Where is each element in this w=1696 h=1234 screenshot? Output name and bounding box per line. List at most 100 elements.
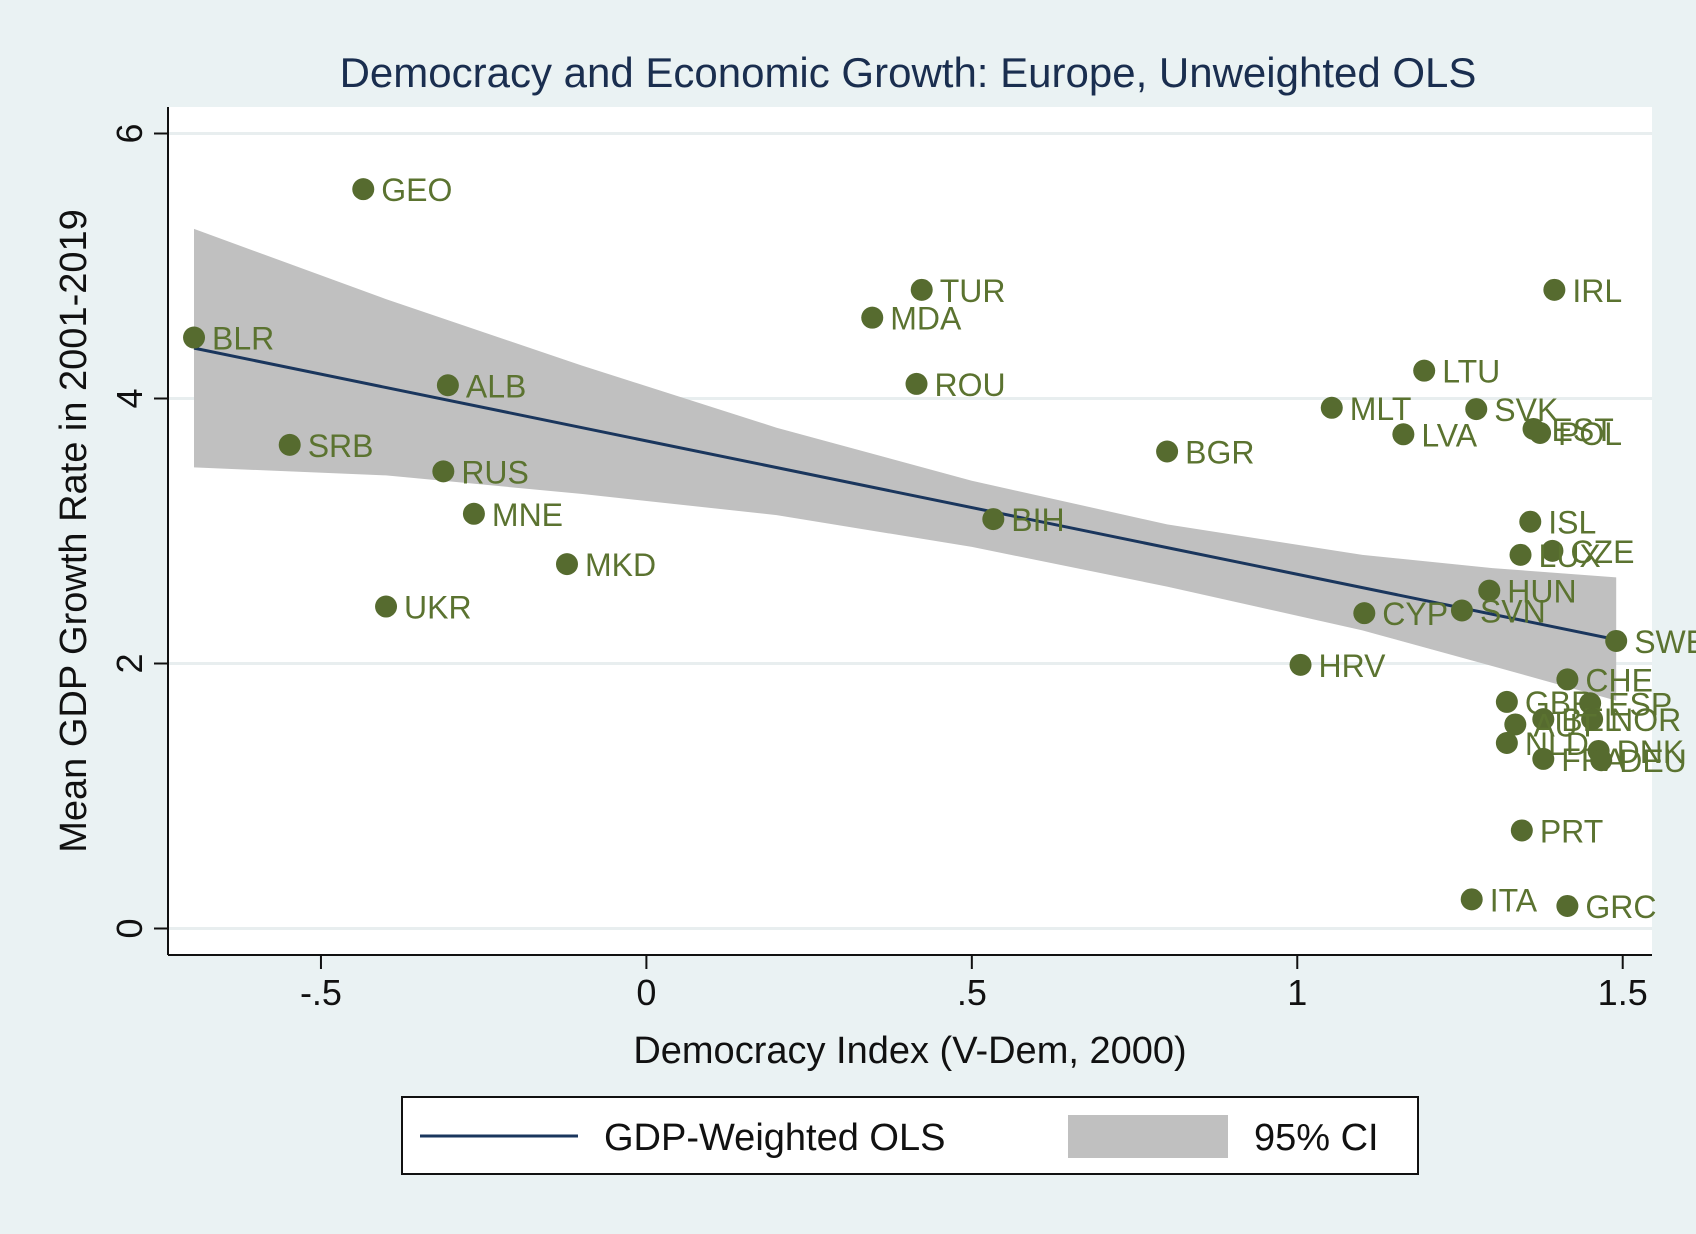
point-marker <box>1529 421 1552 444</box>
point-marker <box>1465 398 1488 421</box>
point-marker <box>861 306 884 329</box>
point-marker <box>1581 708 1604 731</box>
point-label: TUR <box>940 273 1006 309</box>
point-marker <box>278 433 301 456</box>
grid-lines <box>168 132 1652 930</box>
point-marker <box>432 460 455 483</box>
legend-ci-label: 95% CI <box>1254 1117 1379 1159</box>
point-label: SRB <box>308 428 374 464</box>
data-point-che: CHE <box>1556 662 1653 698</box>
data-point-blr: BLR <box>183 321 274 357</box>
fit-line-layer <box>193 346 1617 642</box>
point-marker <box>1392 423 1415 446</box>
data-point-alb: ALB <box>436 368 526 404</box>
point-marker <box>1519 510 1542 533</box>
legend: GDP-Weighted OLS 95% CI <box>401 1096 1419 1175</box>
point-label: BGR <box>1185 435 1254 471</box>
chart-title: Democracy and Economic Growth: Europe, U… <box>340 49 1477 96</box>
point-label: RUS <box>461 454 529 490</box>
point-label: POL <box>1558 416 1622 452</box>
point-marker <box>375 595 398 618</box>
x-axis-title: Democracy Index (V-Dem, 2000) <box>633 1030 1186 1072</box>
legend-ci-swatch <box>1068 1115 1228 1158</box>
point-marker <box>352 178 375 201</box>
x-tick-label-0: -.5 <box>300 972 342 1013</box>
data-point-bgr: BGR <box>1156 435 1254 471</box>
point-label: MDA <box>890 301 962 337</box>
point-label: BIH <box>1011 502 1064 538</box>
data-point-mne: MNE <box>462 497 563 533</box>
data-point-isl: ISL <box>1519 505 1596 541</box>
point-label: EST <box>1552 412 1614 448</box>
data-point-rus: RUS <box>432 454 529 490</box>
data-point-lux: LUX <box>1509 538 1601 574</box>
point-label: GEO <box>381 172 452 208</box>
point-marker <box>1495 690 1518 713</box>
point-label: AUT <box>1533 707 1597 743</box>
data-point-geo: GEO <box>352 172 452 208</box>
point-label: LVA <box>1421 417 1477 453</box>
data-point-ita: ITA <box>1460 882 1538 918</box>
point-label: PRT <box>1540 813 1603 849</box>
point-marker <box>1289 653 1312 676</box>
data-point-tur: TUR <box>910 273 1006 309</box>
point-label: LUX <box>1539 538 1601 574</box>
point-label: DNK <box>1617 734 1685 770</box>
y-axis-title: Mean GDP Growth Rate in 2001-2019 <box>53 209 95 853</box>
point-label: MNE <box>492 497 563 533</box>
point-label: HUN <box>1507 574 1576 610</box>
axes: -.5 0 .5 1 1.5 0 2 4 6 <box>109 107 1652 1013</box>
point-marker <box>1605 629 1628 652</box>
point-label: ROU <box>935 367 1006 403</box>
point-label: GRC <box>1585 889 1656 925</box>
point-marker <box>1413 359 1436 382</box>
point-label: LTU <box>1442 354 1500 390</box>
data-point-grc: GRC <box>1556 889 1656 925</box>
x-tick-label-1: 0 <box>636 972 656 1013</box>
point-label: ISL <box>1548 505 1596 541</box>
data-point-mlt: MLT <box>1320 391 1411 427</box>
point-label: CYP <box>1382 596 1448 632</box>
point-marker <box>1504 713 1527 736</box>
point-label: UKR <box>404 590 472 626</box>
point-label: CZE <box>1570 534 1634 570</box>
point-label: MKD <box>585 547 656 583</box>
point-label: BLR <box>212 321 274 357</box>
data-point-aut: AUT <box>1504 707 1597 743</box>
point-marker <box>1532 747 1555 770</box>
data-point-ukr: UKR <box>375 590 472 626</box>
point-label: ITA <box>1490 882 1538 918</box>
data-point-svn: SVN <box>1450 594 1546 630</box>
point-marker <box>1320 396 1343 419</box>
confidence-band <box>194 228 1617 701</box>
point-marker <box>1532 708 1555 731</box>
point-label: SWE <box>1634 624 1696 660</box>
data-point-deu: DEU <box>1590 743 1687 779</box>
point-label: ESP <box>1608 686 1672 722</box>
point-marker <box>555 553 578 576</box>
y-tick-label-1: 2 <box>109 653 150 673</box>
y-tick-label-3: 6 <box>109 123 150 143</box>
confidence-band-layer <box>194 228 1617 701</box>
point-label: IRL <box>1572 273 1622 309</box>
point-label: NOR <box>1610 702 1681 738</box>
point-label: DEU <box>1619 743 1687 779</box>
point-marker <box>462 502 485 525</box>
x-tick-label-2: .5 <box>957 972 987 1013</box>
point-marker <box>1478 579 1501 602</box>
data-point-rou: ROU <box>905 367 1006 403</box>
data-point-irl: IRL <box>1543 273 1622 309</box>
data-point-hrv: HRV <box>1289 648 1386 684</box>
y-tick-label-2: 4 <box>109 388 150 408</box>
point-marker <box>436 374 459 397</box>
point-marker <box>1509 543 1532 566</box>
data-point-ltu: LTU <box>1413 354 1500 390</box>
data-point-lva: LVA <box>1392 417 1478 453</box>
x-tick-label-4: 1.5 <box>1598 972 1648 1013</box>
point-marker <box>1556 668 1579 691</box>
point-marker <box>1450 599 1473 622</box>
point-marker <box>910 278 933 301</box>
point-marker <box>1590 749 1613 772</box>
